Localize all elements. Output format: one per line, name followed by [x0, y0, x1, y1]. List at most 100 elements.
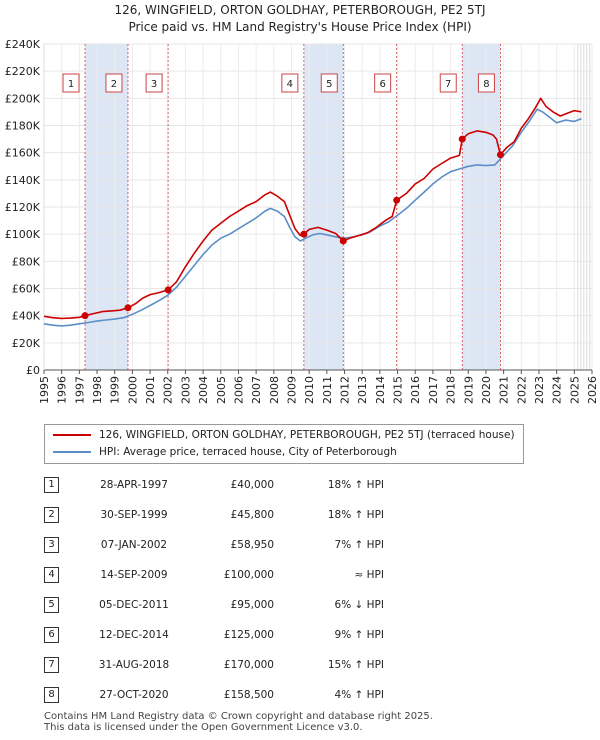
x-tick-label: 1995 — [38, 376, 51, 404]
table-row: 8 27-OCT-2020 £158,500 4% ↑ HPI — [44, 680, 384, 710]
sale-hpi-diff: 9% ↑ HPI — [334, 629, 384, 641]
price-chart: £0 £20K £40K £60K £80K £100K £120K £140K £160K £1… — [5, 38, 599, 404]
sale-price: £100,000 — [223, 569, 274, 581]
y-tick-label: £100K — [5, 228, 41, 241]
legend-property: 126, WINGFIELD, ORTON GOLDHAY, PETERBORO… — [53, 429, 515, 441]
y-tick-label: £80K — [12, 255, 41, 268]
sale-hpi-diff: 6% ↓ HPI — [334, 599, 384, 611]
sale-price: £158,500 — [223, 689, 274, 701]
y-tick-label: £120K — [5, 201, 41, 214]
table-row: 2 30-SEP-1999 £45,800 18% ↑ HPI — [44, 500, 384, 530]
sale-number-label: 7 — [445, 79, 451, 90]
sale-date: 27-OCT-2020 — [99, 689, 169, 701]
x-tick-label: 1996 — [56, 376, 69, 404]
sales-table: 1 28-APR-1997 £40,000 18% ↑ HPI 2 30-SEP-1999… — [44, 470, 384, 710]
y-tick-label: £240K — [5, 38, 41, 51]
sale-number-badge: 4 — [44, 567, 59, 583]
y-tick-label: £20K — [12, 337, 41, 350]
sale-hpi-diff: 18% ↑ HPI — [327, 479, 384, 491]
x-tick-label: 2003 — [179, 376, 192, 404]
legend-hpi-label: HPI: Average price, terraced house, City… — [99, 446, 397, 458]
table-row: 1 28-APR-1997 £40,000 18% ↑ HPI — [44, 470, 384, 500]
legend-hpi: HPI: Average price, terraced house, City… — [53, 446, 397, 458]
x-tick-label: 2026 — [586, 376, 599, 404]
chart-title: 126, WINGFIELD, ORTON GOLDHAY, PETERBORO… — [114, 3, 486, 17]
x-tick-label: 2004 — [197, 376, 210, 404]
sale-number-badge: 8 — [44, 687, 59, 703]
sale-number-badge: 5 — [44, 597, 59, 613]
x-tick-label: 2005 — [215, 376, 228, 404]
x-tick-label: 1999 — [109, 376, 122, 404]
footer: Contains HM Land Registry data © Crown c… — [44, 711, 433, 733]
sale-price: £125,000 — [223, 629, 274, 641]
sale-number-badge: 7 — [44, 657, 59, 673]
sale-hpi-diff: 4% ↑ HPI — [334, 689, 384, 701]
x-tick-label: 2020 — [480, 376, 493, 404]
y-tick-label: £40K — [12, 310, 41, 323]
sale-point — [81, 312, 89, 320]
sale-number-badge: 6 — [44, 627, 59, 643]
sale-number-label: 1 — [68, 79, 74, 90]
sale-number-box — [145, 73, 163, 93]
x-tick-label: 2014 — [374, 376, 387, 404]
x-tick-label: 1997 — [73, 376, 86, 404]
sale-number-box — [320, 73, 338, 93]
y-tick-label: £160K — [5, 147, 41, 160]
x-tick-label: 2012 — [339, 376, 352, 404]
footer-licence: This data is licensed under the Open Gov… — [44, 722, 363, 733]
x-tick-label: 2011 — [321, 376, 334, 404]
sale-hpi-diff: ≈ HPI — [354, 569, 384, 581]
sale-number-box — [62, 73, 80, 93]
x-tick-label: 2006 — [232, 376, 245, 404]
sale-hpi-diff: 18% ↑ HPI — [327, 509, 384, 521]
sale-number-label: 5 — [326, 79, 332, 90]
sale-price: £40,000 — [230, 479, 274, 491]
sale-point — [496, 151, 504, 159]
legend-hpi-swatch — [53, 451, 91, 453]
hpi-line — [43, 108, 582, 327]
sale-point — [393, 196, 401, 204]
sale-date: 31-AUG-2018 — [98, 659, 170, 671]
sale-point — [339, 237, 347, 245]
table-row: 3 07-JAN-2002 £58,950 7% ↑ HPI — [44, 530, 384, 560]
sale-date: 14-SEP-2009 — [100, 569, 168, 581]
sale-number-badge: 3 — [44, 537, 59, 553]
y-tick-label: £60K — [12, 283, 41, 296]
x-tick-label: 2017 — [427, 376, 440, 404]
sale-number-box — [281, 73, 299, 93]
y-tick-label: £0 — [26, 364, 40, 377]
sale-number-label: 3 — [151, 79, 157, 90]
table-row: 4 14-SEP-2009 £100,000 ≈ HPI — [44, 560, 384, 590]
sale-number-box — [105, 73, 123, 93]
table-row: 7 31-AUG-2018 £170,000 15% ↑ HPI — [44, 650, 384, 680]
x-tick-label: 1998 — [91, 376, 104, 404]
legend-property-swatch — [53, 434, 91, 436]
sale-date: 12-DEC-2014 — [99, 629, 169, 641]
sale-number-label: 4 — [287, 79, 293, 90]
chart-subtitle: Price paid vs. HM Land Registry's House … — [128, 20, 472, 34]
x-tick-label: 2025 — [568, 376, 581, 404]
y-tick-label: £220K — [5, 65, 41, 78]
y-tick-label: £140K — [5, 174, 41, 187]
x-tick-label: 2018 — [445, 376, 458, 404]
sale-hpi-diff: 15% ↑ HPI — [327, 659, 384, 671]
sale-point — [300, 230, 308, 238]
sale-point — [458, 135, 466, 143]
x-tick-label: 2016 — [409, 376, 422, 404]
legend-property-label: 126, WINGFIELD, ORTON GOLDHAY, PETERBORO… — [99, 429, 515, 441]
sale-number-box — [477, 73, 495, 93]
x-tick-label: 2022 — [515, 376, 528, 404]
x-tick-label: 2007 — [250, 376, 263, 404]
sale-point — [124, 304, 132, 312]
sale-number-box — [374, 73, 392, 93]
sale-number-badge: 2 — [44, 507, 59, 523]
x-tick-label: 2000 — [126, 376, 139, 404]
y-tick-label: £200K — [5, 92, 41, 105]
footer-copyright: Contains HM Land Registry data © Crown c… — [44, 711, 433, 722]
sale-point — [164, 286, 172, 294]
table-row: 6 12-DEC-2014 £125,000 9% ↑ HPI — [44, 620, 384, 650]
x-tick-label: 2023 — [533, 376, 546, 404]
x-tick-label: 2013 — [356, 376, 369, 404]
x-tick-label: 2009 — [285, 376, 298, 404]
sale-price: £170,000 — [223, 659, 274, 671]
